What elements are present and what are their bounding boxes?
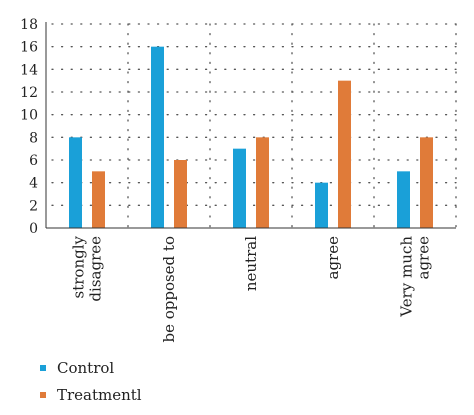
x-category-label: strongly bbox=[70, 235, 88, 298]
y-tick-label: 16 bbox=[20, 40, 38, 56]
bar-treatmentl-1 bbox=[174, 160, 187, 228]
y-tick-label: 4 bbox=[29, 176, 38, 192]
bar-control-4 bbox=[397, 171, 410, 228]
x-category-label: be opposed to bbox=[160, 236, 178, 343]
axes bbox=[45, 22, 456, 229]
bar-treatmentl-0 bbox=[92, 171, 105, 228]
legend-label-treatment: Treatmentl bbox=[57, 386, 142, 404]
y-tick-label: 10 bbox=[20, 108, 38, 124]
legend-item-control: Control bbox=[40, 357, 142, 379]
y-tick-label: 14 bbox=[20, 62, 38, 78]
bar-treatmentl-3 bbox=[338, 80, 351, 229]
x-category-label: agree bbox=[324, 236, 342, 280]
legend-item-treatment: Treatmentl bbox=[40, 384, 142, 406]
y-tick-label: 2 bbox=[29, 198, 38, 214]
x-category-label: disagree bbox=[87, 236, 105, 302]
y-tick-label: 12 bbox=[20, 85, 38, 101]
bar-control-0 bbox=[69, 137, 82, 228]
y-tick-label: 6 bbox=[29, 153, 38, 169]
x-category-label: Very much bbox=[398, 236, 416, 318]
bars bbox=[69, 46, 433, 229]
axis-labels: 0 2 4 6 8 10 12 14 16 18 strongly disagree be oppose… bbox=[20, 17, 432, 343]
grid-lines bbox=[51, 23, 457, 229]
y-tick-label: 8 bbox=[29, 130, 38, 146]
x-category-label: agree bbox=[415, 236, 433, 280]
bar-treatmentl-2 bbox=[256, 137, 269, 228]
legend: Control Treatmentl bbox=[40, 357, 142, 411]
legend-swatch-control bbox=[40, 365, 46, 371]
bar-control-1 bbox=[151, 46, 164, 228]
legend-swatch-treatment bbox=[40, 392, 46, 398]
bar-treatmentl-4 bbox=[420, 137, 433, 228]
y-tick-label: 0 bbox=[29, 221, 38, 237]
legend-label-control: Control bbox=[57, 359, 115, 377]
x-category-label: neutral bbox=[242, 236, 260, 291]
bar-control-3 bbox=[315, 182, 328, 228]
y-tick-label: 18 bbox=[20, 17, 38, 33]
bar-control-2 bbox=[233, 148, 246, 228]
